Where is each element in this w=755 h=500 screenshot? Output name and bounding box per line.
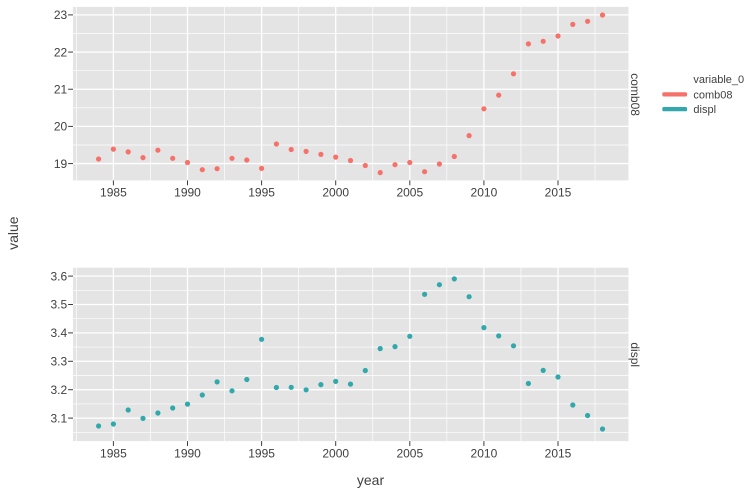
svg-text:2010: 2010	[471, 446, 498, 460]
svg-text:3.3: 3.3	[51, 355, 68, 369]
svg-text:1990: 1990	[174, 446, 201, 460]
svg-text:1995: 1995	[248, 185, 275, 199]
svg-text:2015: 2015	[545, 185, 572, 199]
svg-text:2000: 2000	[322, 185, 349, 199]
svg-text:2000: 2000	[322, 446, 349, 460]
svg-text:23: 23	[54, 8, 68, 22]
svg-text:1985: 1985	[100, 446, 127, 460]
svg-text:20: 20	[54, 120, 68, 134]
svg-text:2005: 2005	[396, 446, 423, 460]
svg-text:2005: 2005	[396, 185, 423, 199]
svg-text:3.5: 3.5	[51, 298, 68, 312]
svg-text:displ: displ	[628, 342, 642, 367]
svg-text:3.2: 3.2	[51, 383, 68, 397]
svg-text:3.4: 3.4	[51, 326, 68, 340]
svg-text:comb08: comb08	[693, 89, 732, 101]
svg-text:3.1: 3.1	[51, 411, 68, 425]
svg-text:1985: 1985	[100, 185, 127, 199]
svg-text:comb08: comb08	[628, 73, 642, 116]
svg-text:21: 21	[54, 82, 68, 96]
svg-text:value: value	[5, 216, 21, 250]
svg-text:19: 19	[54, 157, 68, 171]
svg-text:1990: 1990	[174, 185, 201, 199]
svg-text:variable_0: variable_0	[693, 74, 744, 86]
svg-text:3.6: 3.6	[51, 269, 68, 283]
svg-text:22: 22	[54, 45, 68, 59]
svg-text:1995: 1995	[248, 446, 275, 460]
svg-text:year: year	[357, 472, 385, 488]
svg-text:2015: 2015	[545, 446, 572, 460]
svg-text:displ: displ	[693, 104, 716, 116]
svg-text:2010: 2010	[471, 185, 498, 199]
